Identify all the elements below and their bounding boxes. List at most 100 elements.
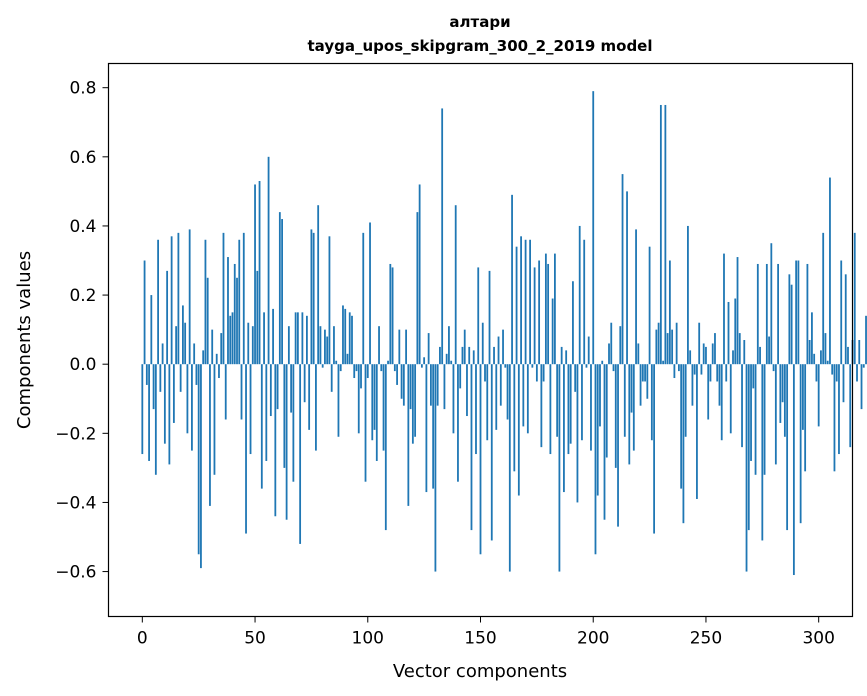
bar: [844, 274, 847, 365]
bar: [373, 364, 376, 430]
bar: [723, 253, 725, 365]
bar: [308, 364, 311, 430]
bar: [493, 346, 495, 365]
bar: [148, 364, 150, 461]
bar: [380, 364, 383, 372]
bar: [247, 322, 250, 365]
bar: [143, 260, 146, 365]
bar: [680, 364, 683, 489]
bar: [770, 243, 773, 365]
bar: [856, 364, 858, 382]
bar: [229, 315, 232, 365]
bar: [614, 364, 617, 468]
bar: [650, 364, 653, 441]
bar: [382, 364, 385, 451]
bar: [862, 364, 865, 368]
bar: [583, 239, 586, 365]
bar: [215, 353, 218, 365]
bar: [326, 336, 329, 365]
bar: [799, 364, 802, 524]
bar: [378, 326, 380, 365]
bar: [581, 364, 583, 441]
bar: [612, 364, 615, 372]
bar: [554, 253, 556, 365]
bar: [490, 364, 493, 541]
bar: [835, 364, 838, 382]
bar: [211, 329, 214, 365]
bar: [459, 364, 462, 389]
bar: [657, 322, 660, 365]
bar: [774, 364, 777, 465]
bar: [641, 364, 644, 382]
bar: [294, 312, 297, 365]
bar: [330, 364, 333, 392]
bar: [200, 364, 202, 569]
bar: [499, 364, 502, 406]
bar: [560, 346, 563, 365]
bar: [260, 364, 263, 489]
bar: [587, 336, 590, 365]
bar: [152, 364, 155, 410]
bar: [720, 364, 723, 441]
bar: [159, 364, 162, 392]
bar: [558, 364, 561, 572]
bar: [820, 350, 822, 365]
bar: [384, 364, 387, 531]
x-axis-label: Vector components: [393, 661, 567, 682]
bar: [218, 364, 220, 379]
bar: [202, 350, 205, 365]
bar: [619, 326, 622, 365]
bar: [529, 239, 531, 365]
x-tick-label: 250: [690, 629, 722, 649]
bar: [779, 364, 782, 423]
bar: [186, 364, 189, 434]
bar: [628, 364, 631, 465]
bar: [617, 364, 619, 527]
bar: [671, 329, 674, 365]
bar: [407, 364, 410, 506]
bar: [689, 350, 692, 365]
bar: [342, 305, 344, 365]
bar: [673, 364, 676, 379]
bar: [224, 364, 227, 420]
bar: [427, 333, 430, 365]
bar: [324, 329, 326, 365]
bar: [497, 336, 500, 365]
bar: [585, 364, 588, 368]
bar: [263, 312, 265, 365]
bar: [430, 364, 432, 406]
bar: [188, 229, 191, 365]
bar: [678, 364, 680, 372]
bar: [389, 263, 392, 365]
bar: [337, 364, 340, 437]
bar: [687, 225, 689, 365]
bar: [763, 364, 766, 475]
bar: [443, 364, 446, 410]
bar: [290, 364, 293, 413]
bar: [578, 225, 581, 365]
bar: [727, 301, 730, 365]
y-tick-label: 0.6: [69, 148, 96, 168]
bar: [513, 364, 516, 472]
bar: [233, 263, 236, 365]
bar: [556, 364, 559, 437]
bar: [824, 333, 827, 365]
bar: [520, 236, 522, 365]
bar: [466, 364, 468, 417]
bars-group: [141, 91, 867, 576]
bar: [265, 364, 268, 461]
bar: [400, 364, 403, 399]
bar: [594, 364, 597, 555]
bar: [540, 364, 543, 448]
bar: [608, 343, 610, 365]
bar: [522, 364, 525, 427]
bar: [635, 229, 637, 365]
bar: [249, 364, 252, 455]
bar: [515, 246, 518, 365]
bar: [269, 364, 272, 417]
bar: [245, 364, 247, 534]
bar: [567, 364, 570, 455]
bar: [702, 343, 705, 365]
bar: [348, 312, 351, 365]
bar: [517, 364, 520, 496]
